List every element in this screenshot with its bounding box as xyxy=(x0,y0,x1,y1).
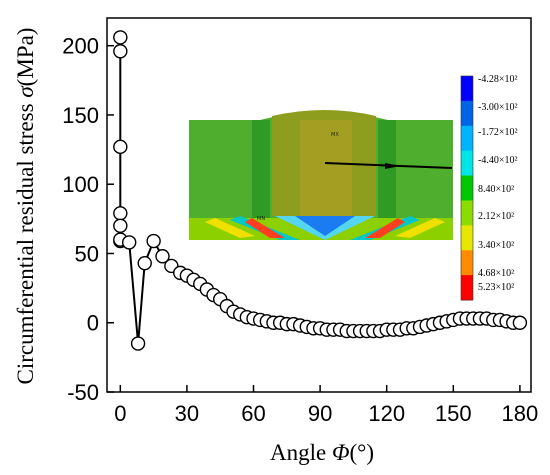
y-tick-label: 200 xyxy=(62,34,99,59)
x-tick-label: 0 xyxy=(114,401,126,426)
contour-legend-bar xyxy=(460,75,474,301)
legend-label: -4.40×10² xyxy=(478,155,517,166)
inset-v-pattern-deep xyxy=(295,216,355,236)
data-point xyxy=(130,336,146,351)
legend-swatch xyxy=(461,275,473,301)
x-tick-label: 90 xyxy=(308,401,332,426)
y-axis-title: Circumferential residual stress σ(MPa) xyxy=(13,28,38,385)
legend-swatch xyxy=(461,225,473,251)
data-point xyxy=(113,139,128,155)
inset-warm-right xyxy=(395,218,445,238)
inset-hot-right xyxy=(365,218,405,238)
data-point xyxy=(113,30,128,45)
contour-legend-labels: -4.28×10² -3.00×10² -1.72×10² -4.40×10² 8.40… xyxy=(478,74,517,293)
legend-swatch xyxy=(461,200,473,226)
x-tick-label: 30 xyxy=(175,401,199,426)
data-point xyxy=(155,249,170,264)
legend-label: 5.23×10² xyxy=(478,282,514,293)
inset-band xyxy=(378,120,396,218)
y-tick-label: -50 xyxy=(67,380,99,405)
legend-label: 8.40×10² xyxy=(478,184,514,195)
inset-label-mn: MN xyxy=(257,216,265,222)
inset-warm-left xyxy=(205,218,255,238)
legend-swatch xyxy=(461,76,473,102)
legend-label: 4.68×10² xyxy=(478,268,514,279)
y-axis-ticks: -50 0 50 100 150 200 xyxy=(62,34,114,405)
y-tick-label: 150 xyxy=(62,103,99,128)
plot-frame xyxy=(106,17,532,393)
legend-bar-outline xyxy=(460,75,474,301)
y-tick-label: 0 xyxy=(87,311,99,336)
legend-label: -1.72×10² xyxy=(478,127,517,138)
legend-label: 3.40×10² xyxy=(478,240,514,251)
inset-arrow-head xyxy=(385,163,400,169)
x-tick-label: 120 xyxy=(368,401,405,426)
data-point xyxy=(113,218,128,233)
data-point xyxy=(146,233,161,249)
legend-swatch xyxy=(461,100,473,127)
x-axis-title: Angle Φ(°) xyxy=(270,440,374,465)
fea-contour-inset: MX MN -4.28×10² -3.00×10² -1.72×10² -4.40×1… xyxy=(189,74,517,301)
legend-label: -3.00×10² xyxy=(478,102,517,113)
legend-label: 2.12×10² xyxy=(478,211,514,222)
data-point xyxy=(121,235,137,250)
inset-hot-left xyxy=(245,218,285,238)
x-axis-ticks: 0 30 60 90 120 150 180 xyxy=(114,385,538,426)
inset-label-mx: MX xyxy=(331,132,339,138)
data-point xyxy=(113,206,128,221)
data-point xyxy=(137,255,152,271)
legend-label: -4.28×10² xyxy=(478,74,517,85)
x-tick-label: 180 xyxy=(502,401,539,426)
legend-swatch xyxy=(461,250,473,276)
legend-swatch xyxy=(461,175,473,201)
data-series xyxy=(113,30,528,351)
data-point xyxy=(113,44,128,59)
legend-swatch xyxy=(461,150,473,177)
data-point xyxy=(512,315,528,330)
legend-swatch xyxy=(461,125,473,152)
y-tick-label: 100 xyxy=(62,172,99,197)
x-tick-label: 150 xyxy=(435,401,472,426)
x-tick-label: 60 xyxy=(241,401,265,426)
inset-weld-core xyxy=(300,120,352,216)
series-points xyxy=(113,30,528,351)
y-tick-label: 50 xyxy=(75,241,99,266)
inset-band xyxy=(252,120,270,218)
